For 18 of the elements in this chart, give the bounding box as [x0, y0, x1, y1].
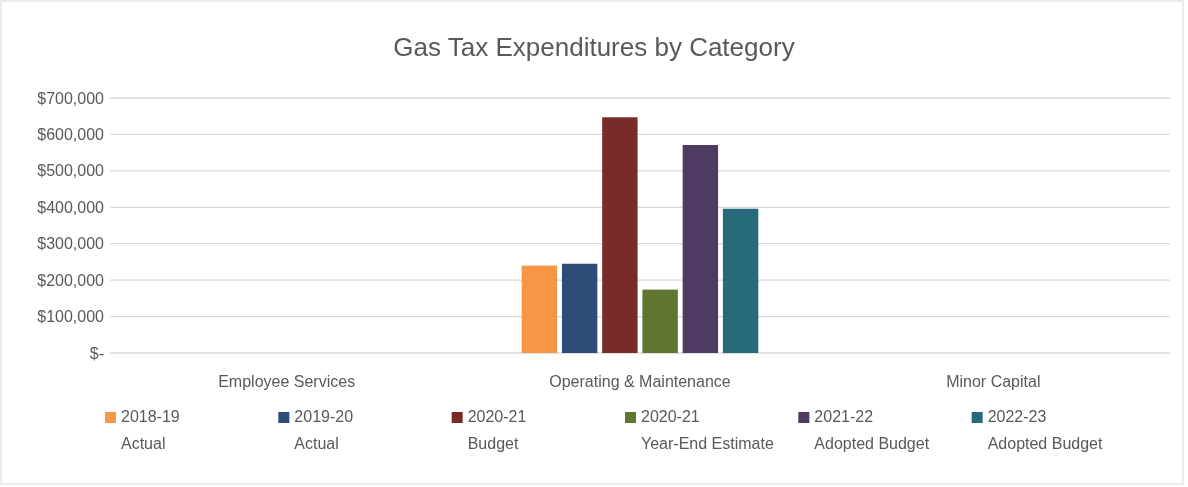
- x-tick-label: Operating & Maintenance: [549, 373, 731, 390]
- y-tick-label: $600,000: [37, 126, 105, 144]
- y-tick-label: $200,000: [37, 271, 105, 289]
- legend-label: 2022-23 Adopted Budget: [987, 408, 1103, 452]
- legend-label: 2019-20 Actual: [294, 408, 354, 452]
- x-tick-label: Minor Capital: [946, 373, 1041, 390]
- y-tick-label: $500,000: [37, 162, 105, 180]
- legend-label: 2018-19 Actual: [121, 408, 180, 452]
- y-tick-label: $300,000: [37, 235, 105, 253]
- y-tick-label: $400,000: [37, 198, 105, 216]
- x-tick-label: Employee Services: [218, 373, 356, 390]
- legend-label: 2020-21 Budget: [467, 408, 527, 452]
- y-tick-label: $-: [89, 344, 104, 362]
- y-tick-label: $100,000: [37, 308, 105, 326]
- legend-label: 2020-21 Year-End Estimate: [641, 408, 774, 452]
- y-tick-label: $700,000: [37, 89, 105, 107]
- legend-label: 2021-22 Adopted Budget: [814, 408, 930, 452]
- chart-title: Gas Tax Expenditures by Category: [393, 32, 795, 62]
